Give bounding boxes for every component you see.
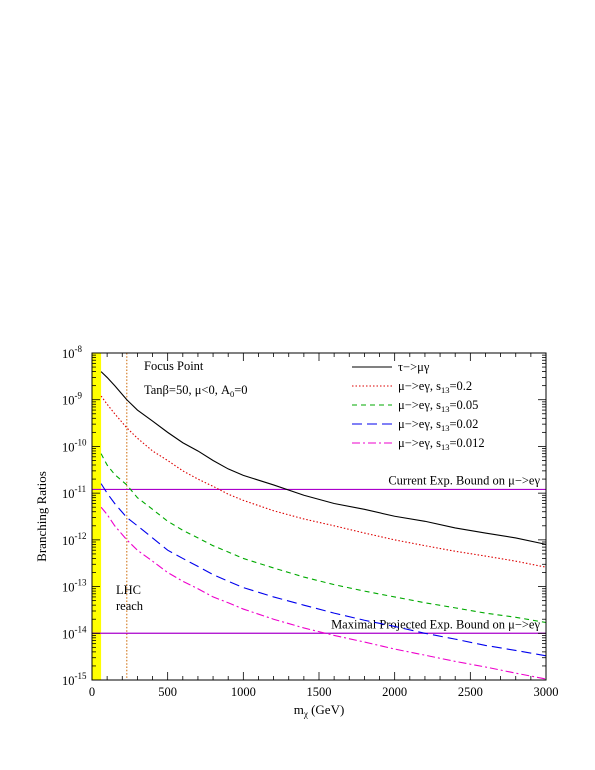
x-tick-label: 500 [158, 685, 177, 699]
x-tick-label: 3000 [534, 685, 559, 699]
legend-entry: τ−>μγ [398, 360, 430, 374]
x-tick-label: 1000 [231, 685, 256, 699]
legend-entry: μ−>eγ, s13=0.012 [398, 436, 485, 452]
series-line-3 [100, 483, 547, 657]
model-title: Focus Point [144, 359, 204, 373]
y-tick-label: 10-15 [62, 671, 87, 688]
model-parameters: Tanβ=50, μ<0, A0=0 [144, 383, 248, 399]
x-tick-label: 2000 [382, 685, 407, 699]
axis-ticks [91, 352, 547, 681]
lhc-label-line2: reach [116, 599, 144, 613]
series-line-4 [100, 506, 547, 680]
y-tick-labels: 10-15 10-14 10-13 10-12 10-11 10-10 10-9 10-8 [62, 344, 87, 688]
excluded-band-rect [92, 353, 102, 680]
legend-entry: μ−>eγ, s13=0.05 [398, 398, 478, 414]
y-axis-label: Branching Ratios [34, 471, 49, 562]
legend-entry: μ−>eγ, s13=0.2 [398, 379, 472, 395]
legend: τ−>μγ μ−>eγ, s13=0.2 μ−>eγ, s13=0.05 μ−>eγ,… [352, 360, 485, 452]
y-tick-label: 10-10 [62, 437, 87, 454]
x-tick-label: 2500 [458, 685, 483, 699]
y-tick-label: 10-8 [62, 344, 82, 361]
y-tick-label: 10-9 [62, 391, 82, 408]
bound-label: Maximal Projected Exp. Bound on μ−>eγ [331, 617, 540, 631]
bound-label: Current Exp. Bound on μ−>eγ [388, 473, 540, 487]
x-tick-label: 1500 [307, 685, 332, 699]
lhc-label-line1: LHC [116, 583, 141, 597]
y-tick-label: 10-12 [62, 531, 87, 548]
x-tick-labels: 0 500 1000 1500 2000 2500 3000 [89, 685, 559, 699]
legend-entry: μ−>eγ, s13=0.02 [398, 417, 478, 433]
model-annotation: Focus Point Tanβ=50, μ<0, A0=0 LHC reach [116, 359, 248, 613]
series-lines [100, 371, 547, 680]
y-tick-label: 10-13 [62, 578, 87, 595]
y-tick-label: 10-14 [62, 624, 87, 641]
y-tick-label: 10-11 [62, 484, 86, 501]
x-tick-label: 0 [89, 685, 95, 699]
x-axis-label: mχ (GeV) [294, 702, 345, 719]
experimental-bounds: Current Exp. Bound on μ−>eγ Maximal Proje… [92, 473, 546, 634]
series-line-0 [100, 371, 547, 545]
series-line-1 [100, 395, 547, 568]
excluded-region-band [92, 353, 102, 680]
series-line-2 [100, 453, 547, 624]
